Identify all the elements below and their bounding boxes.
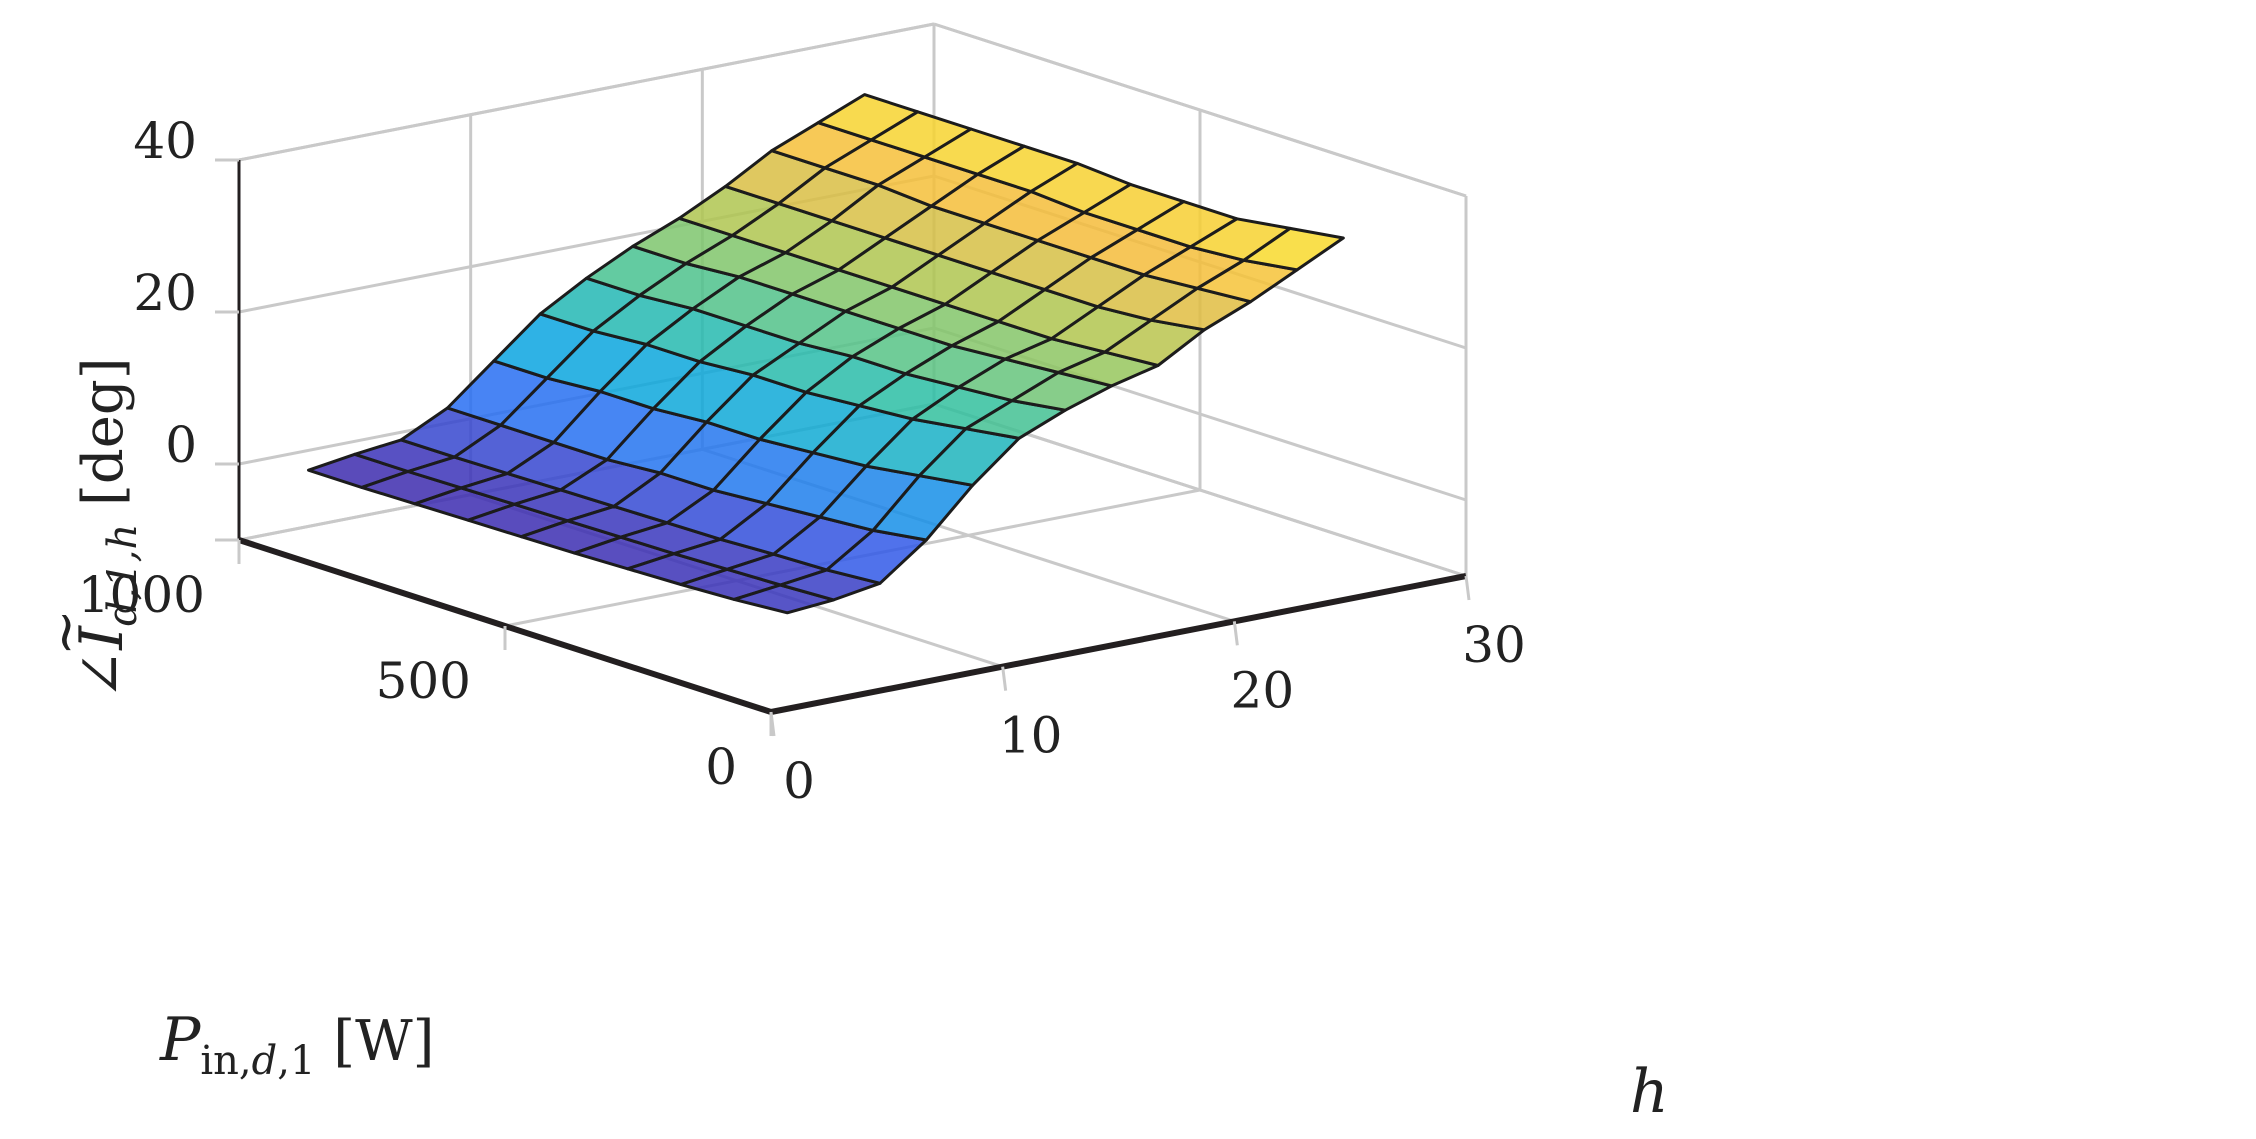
z-tick-label: 0 — [165, 416, 197, 474]
z-axis-label-tilde: ~ — [33, 609, 98, 656]
x-tick-mark — [1464, 575, 1471, 601]
x-axis-line — [770, 573, 1467, 715]
y-axis-label-sub-italic: d — [252, 1038, 278, 1084]
x-tick-label: 10 — [999, 707, 1063, 765]
y-axis-label-main: P — [159, 1005, 202, 1075]
y-tick-label: 500 — [376, 652, 471, 710]
x-axis-label: h — [1630, 1057, 1669, 1127]
y-tick-label: 1000 — [78, 566, 205, 624]
x-tick-mark — [1232, 621, 1239, 646]
y-axis-label-sub-tail: ,1 — [277, 1038, 315, 1084]
z-axis-label-unit: [deg] — [71, 357, 136, 523]
surface-patch — [1242, 226, 1345, 272]
z-axis-label-sub: d,1,h — [100, 524, 146, 626]
side-wall-z-gridline — [933, 22, 1467, 198]
x-tick-label: 20 — [1231, 661, 1295, 719]
x-tick-label: 30 — [1462, 616, 1526, 674]
x-tick-mark — [1001, 666, 1008, 691]
z-axis-label-group: ∠Id,1,h [deg] ~ — [33, 357, 146, 700]
y-tick-label: 0 — [705, 738, 737, 796]
surface-mesh — [307, 93, 1345, 615]
axes — [215, 158, 1471, 737]
y-axis-label-unit: [W] — [315, 1009, 434, 1074]
tick-labels: 0 10 20 30 0 500 1000 0 20 40 — [78, 112, 1526, 810]
x-tick-label: 0 — [783, 752, 815, 810]
back-wall-z-gridline — [238, 22, 935, 162]
y-axis-label-sub: in, — [200, 1038, 251, 1084]
y-axis-label: Pin,d,1 [W] — [159, 1005, 435, 1084]
z-axis-label-main: I — [67, 625, 137, 651]
z-axis-label-angle: ∠ — [67, 650, 137, 700]
z-tick-label: 40 — [133, 112, 197, 170]
z-tick-label: 20 — [133, 264, 197, 322]
z-axis-label: ∠Id,1,h [deg] — [67, 357, 146, 700]
